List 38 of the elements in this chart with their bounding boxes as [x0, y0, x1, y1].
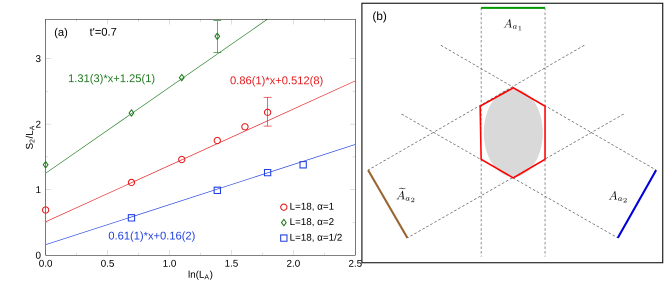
y-tick-label: 2	[36, 120, 40, 128]
point	[128, 178, 136, 186]
point	[128, 109, 134, 117]
point	[178, 74, 185, 82]
point	[42, 161, 49, 168]
y-axis-title: S$_{2}$/L$_{A}$	[26, 126, 34, 149]
point	[214, 32, 220, 40]
text: (b)	[373, 11, 386, 22]
point	[264, 108, 272, 116]
y-tick-label: 0	[36, 252, 41, 259]
point	[299, 161, 307, 168]
text: $\widetilde{A}_{a_2}$	[396, 188, 414, 202]
x-tick-label: 2.5	[348, 260, 362, 267]
point	[264, 168, 272, 176]
y-tick-label: 1	[36, 186, 41, 194]
y-tick-label: 3	[36, 55, 41, 62]
legend-label: L=18, α=2	[290, 218, 334, 226]
point	[178, 156, 186, 164]
text: $A_{a_1}$	[504, 18, 522, 30]
annotation: 0.86(1)*x+0.512(8)	[230, 76, 323, 86]
point	[128, 214, 136, 222]
legend-label: L=18, α=1/2	[290, 234, 342, 242]
annotation: 0.61(1)*x+0.16(2)	[108, 231, 195, 242]
text: $A_{a_2}$	[608, 191, 627, 202]
x-tick-label: 1.5	[225, 260, 238, 267]
point	[42, 206, 50, 214]
annotation: 1.31(3)*x+1.25(1)	[68, 74, 154, 84]
legend-label: L=18, α=1	[290, 202, 334, 211]
point	[241, 123, 249, 130]
x-tick-label: 0.0	[39, 260, 52, 267]
point	[214, 186, 221, 194]
x-axis-title: ln(L$_{A}$)	[188, 270, 212, 280]
annotation: (a)	[54, 28, 68, 38]
point	[214, 136, 221, 144]
x-tick-label: 1.0	[163, 260, 176, 267]
x-tick-label: 2.0	[287, 260, 300, 267]
x-tick-label: 0.5	[101, 260, 114, 267]
annotation: t'=0.7	[90, 28, 116, 36]
